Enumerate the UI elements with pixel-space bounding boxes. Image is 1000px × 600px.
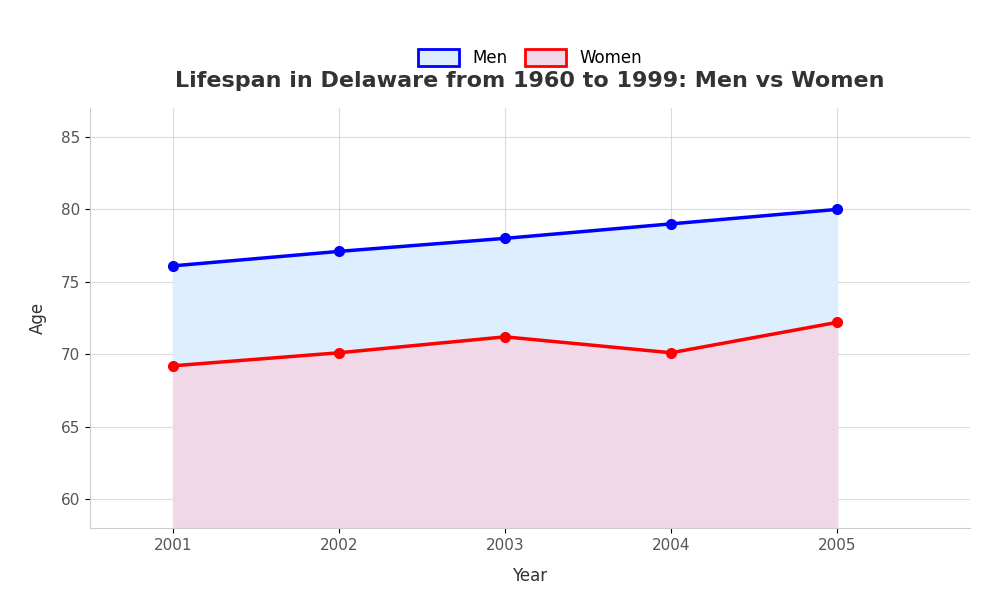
- Title: Lifespan in Delaware from 1960 to 1999: Men vs Women: Lifespan in Delaware from 1960 to 1999: …: [175, 71, 885, 91]
- Y-axis label: Age: Age: [29, 302, 47, 334]
- Legend: Men, Women: Men, Women: [409, 41, 651, 76]
- X-axis label: Year: Year: [512, 566, 548, 584]
